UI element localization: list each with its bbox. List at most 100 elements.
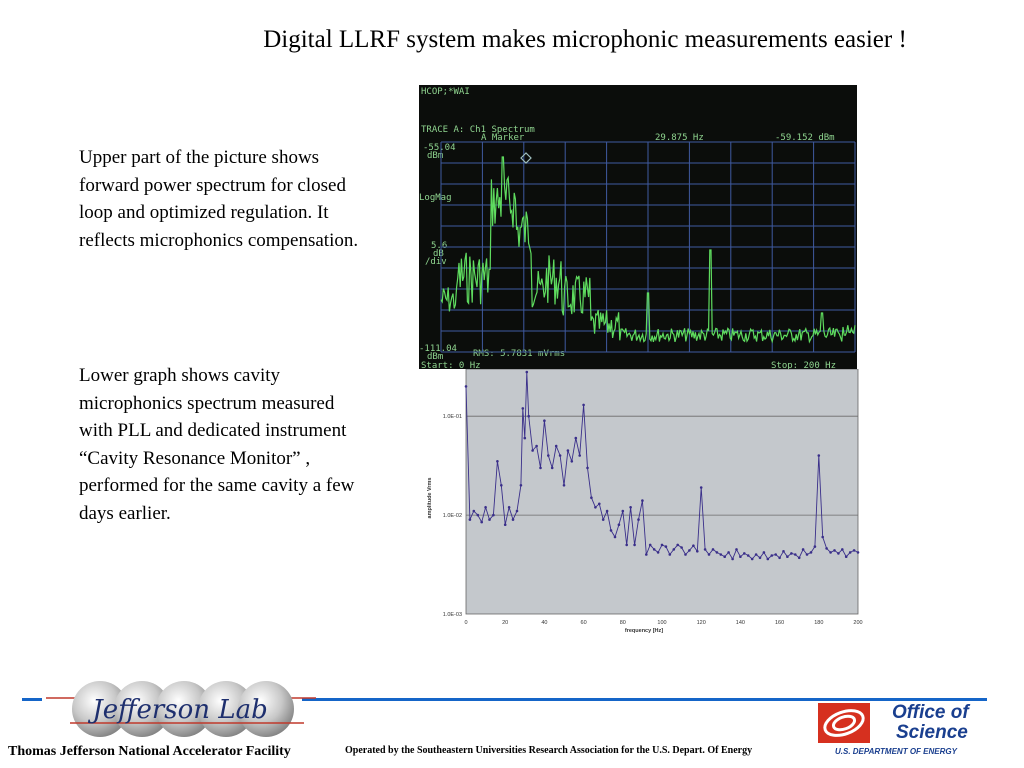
chart-x-tick-labels: 0 20 40 60 80 100 120 140 160 180 200 [464,620,862,626]
chart-x-tick-label: 160 [775,620,784,626]
lower-graph-description: Lower graph shows cavity microphonics sp… [79,365,355,524]
chart-data-point [711,548,715,551]
footer-rule-left [22,698,42,701]
chart-data-point [786,555,789,558]
chart-data-point [484,506,487,509]
chart-data-point [707,553,711,556]
analyzer-spectrum-trace [440,156,856,344]
chart-data-point [523,436,527,440]
chart-data-point [856,551,860,554]
chart-data-point [731,557,734,561]
chart-data-point [817,454,821,457]
chart-x-tick-label: 120 [697,620,706,626]
chart-data-point [699,486,703,489]
chart-data-point [770,554,774,557]
chart-data-point [723,555,726,558]
chart-data-point [645,553,648,556]
chart-data-point [680,546,683,549]
department-of-energy-label: U.S. DEPARTMENT OF ENERGY [835,747,957,756]
chart-data-point [594,506,597,509]
chart-data-point [746,554,750,557]
chart-x-tick-label: 0 [464,620,467,626]
office-of-science-line-2: Science [896,722,968,743]
chart-data-point [778,556,781,560]
chart-data-point [813,545,817,548]
chart-data-point [821,535,824,539]
chart-data-point [476,513,480,517]
cavity-microphonics-chart: 1.0E-01 1.0E-02 1.0E-03 0 20 40 60 80 100 120 140… [419,369,865,639]
chart-data-point [480,520,483,524]
chart-x-axis-label: frequency [Hz] [625,628,663,634]
chart-data-point [535,444,538,448]
chart-series-points [464,370,860,561]
chart-data-point [570,460,574,463]
chart-data-point [696,550,699,553]
chart-x-tick-label: 180 [814,620,823,626]
chart-data-point [586,466,589,470]
chart-data-point [852,549,856,552]
chart-data-point [774,553,777,556]
chart-data-point [554,444,558,448]
chart-data-point [727,551,730,554]
jefferson-lab-logo-text: Jefferson Lab [87,695,267,725]
chart-data-point [652,548,656,551]
chart-data-point [664,545,668,548]
chart-data-point [503,523,507,526]
chart-data-point [629,506,632,509]
chart-data-point [598,502,601,506]
chart-data-point [790,552,793,555]
chart-data-point [688,549,691,552]
chart-x-tick-label: 40 [541,620,547,626]
chart-data-point [676,543,679,547]
chart-data-point [762,551,766,554]
marker-diamond-icon [520,152,532,164]
analyzer-scale-mode: LogMag [419,193,452,203]
analyzer-grid [440,141,856,353]
chart-data-point [468,518,472,521]
chart-data-point [848,551,852,554]
chart-x-tick-label: 80 [620,620,626,626]
analyzer-start-frequency: Start: 0 Hz [421,361,481,369]
analyzer-trace-label: TRACE A: Ch1 Spectrum [421,125,535,135]
chart-data-point [754,553,758,556]
chart-data-point [668,553,672,556]
chart-x-tick-label: 100 [657,620,666,626]
chart-data-point [766,557,770,561]
analyzer-rms-readout: RMS: 5.7831 mVrms [473,349,565,359]
chart-data-point [531,449,534,452]
chart-plot-area [465,369,859,615]
jefferson-lab-logo: Jefferson Lab [46,681,316,737]
chart-data-point [782,550,785,553]
chart-data-point [648,543,652,547]
chart-x-tick-label: 20 [502,620,508,626]
analyzer-scale-value: 5.6 [431,241,447,251]
chart-data-point [844,555,848,558]
chart-data-point [801,548,805,551]
chart-data-point [837,552,840,555]
chart-data-point [660,543,664,547]
operated-by-note: Operated by the Southeastern Universitie… [345,745,753,756]
chart-data-point [519,484,523,487]
chart-data-point [492,513,495,517]
chart-data-point [672,548,676,551]
upper-picture-description: Upper part of the picture shows forward … [79,147,359,251]
chart-data-point [613,535,617,539]
chart-data-point [558,454,562,457]
office-of-science-line-1: Office of [892,702,969,723]
chart-data-point [582,403,585,407]
analyzer-bottom-ref-value: -111.04 [419,344,457,354]
chart-y-axis-label: amplitude Vrms [427,478,433,519]
analyzer-top-ref-unit: dBm [427,151,443,161]
chart-data-point [805,553,809,556]
analyzer-scale-unit: dB [433,249,444,259]
chart-x-tick-label: 200 [853,620,862,626]
analyzer-command: HCOP;*WAI [421,87,470,97]
chart-data-point [521,407,525,410]
chart-data-point [515,509,519,513]
chart-x-tick-label: 60 [581,620,587,626]
slide-title: Digital LLRF system makes microphonic me… [263,26,907,53]
chart-y-tick-label: 1.0E-02 [443,513,462,519]
chart-data-point [633,543,636,547]
chart-data-point [574,436,578,440]
chart-data-point [684,553,687,556]
